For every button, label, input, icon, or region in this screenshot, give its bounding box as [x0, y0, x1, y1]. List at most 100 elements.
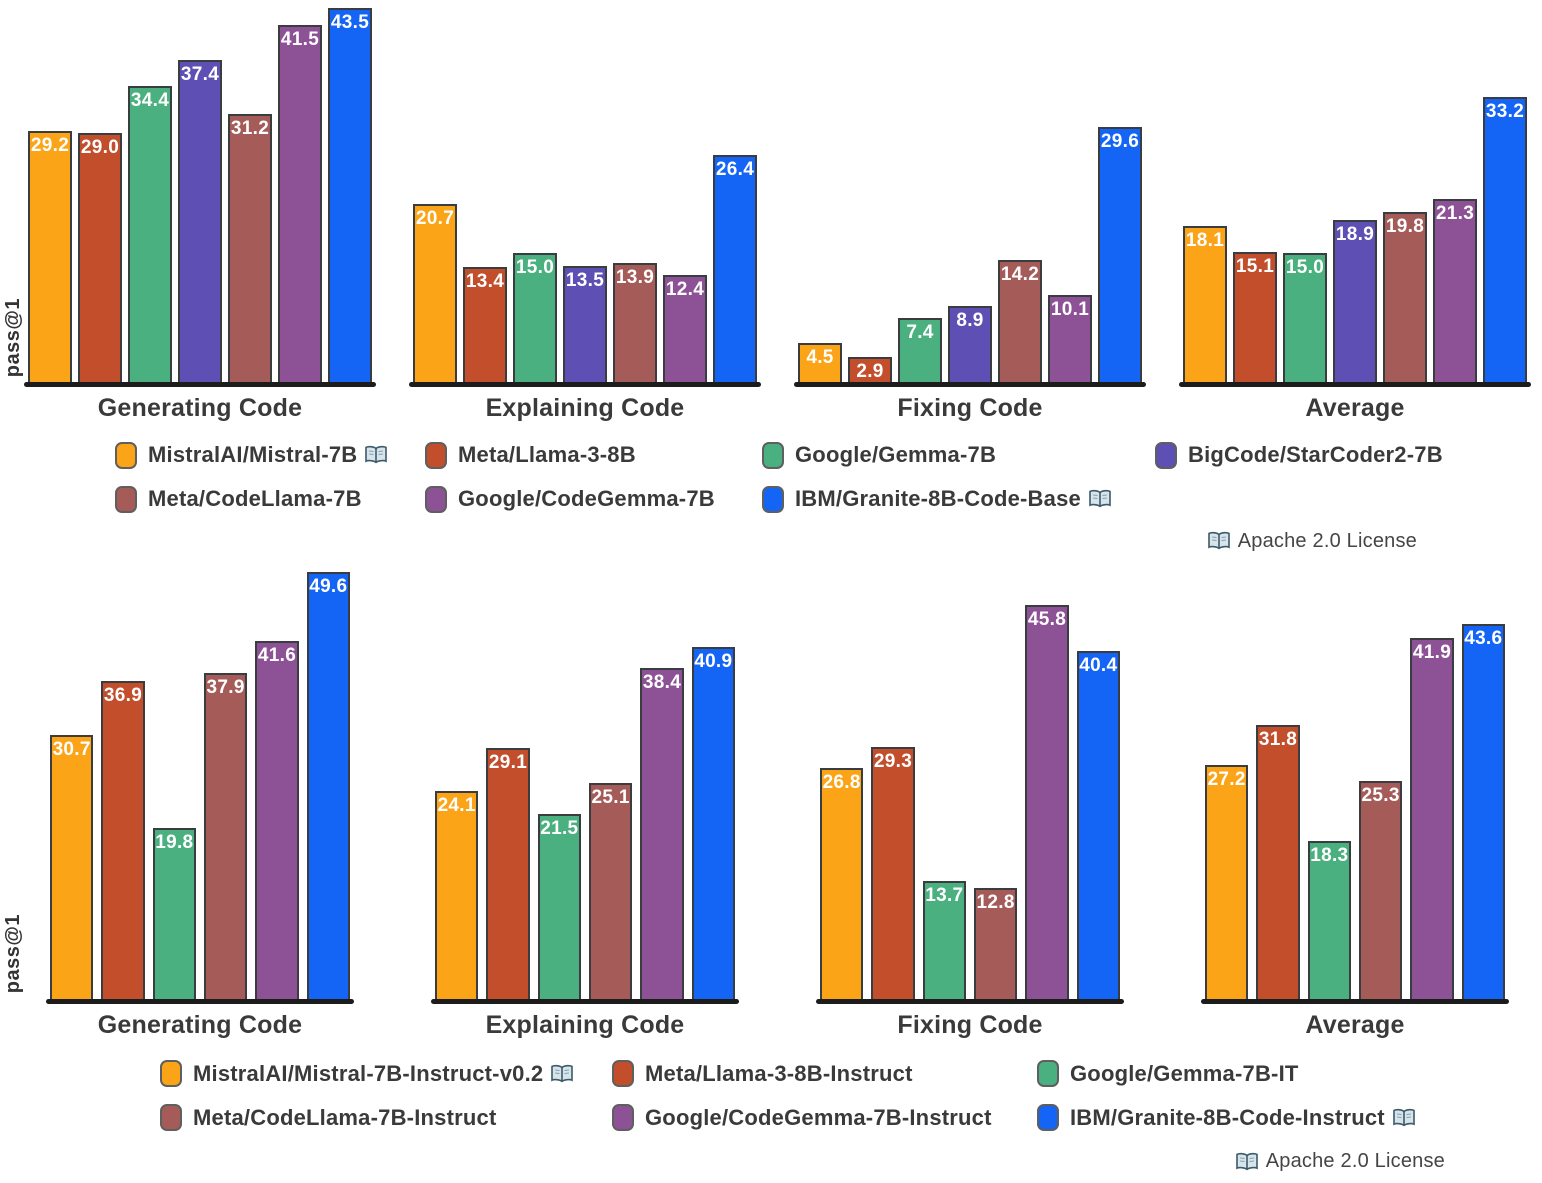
- legend-label: Meta/CodeLlama-7B: [148, 486, 362, 511]
- chart-fixing-code: 26.8 29.3 13.7 12.8 45.8 40.4 Fixing Code: [798, 567, 1142, 1040]
- base-models-panel: pass@1 29.2 29.0 34.4 37.4 31.2 41.5 43.5 Gener…: [0, 0, 1542, 553]
- bar-value-label: 25.3: [1361, 784, 1400, 806]
- legend-item-google-gemma-7b-it: Google/Gemma-7B-IT: [1037, 1060, 1542, 1088]
- legend-swatch: [1037, 1104, 1059, 1131]
- bar-meta-codellama-7b: 19.8: [1383, 211, 1427, 382]
- instruct-charts-row: pass@1 30.7 36.9 19.8 37.9 41.6 49.6 Generatin…: [0, 567, 1542, 1040]
- plot-area-wrap: 27.2 31.8 18.3 25.3 41.9 43.6: [1201, 567, 1509, 1004]
- bar-value-label: 29.6: [1100, 131, 1140, 153]
- bar-meta-codellama-7b-instruct: 12.8: [973, 888, 1018, 999]
- bar-value-label: 26.4: [715, 159, 755, 180]
- bar-google-codegemma-7b-instruct: 41.9: [1410, 638, 1454, 999]
- chart-category-title: Explaining Code: [485, 1010, 685, 1039]
- bar-google-codegemma-7b-instruct: 38.4: [640, 668, 684, 999]
- bar-google-codegemma-7b: 41.5: [278, 25, 322, 382]
- chart-average: 27.2 31.8 18.3 25.3 41.9 43.6 Average: [1183, 567, 1527, 1040]
- plot-area: 20.7 13.4 15.0 13.5 13.9 12.4 26.4: [413, 4, 757, 382]
- bar-google-gemma-7b: 15.0: [1283, 253, 1327, 382]
- bar-value-label: 15.1: [1235, 256, 1275, 278]
- bar-value-label: 8.9: [956, 309, 984, 331]
- bar-mistralai-mistral-7b-instruct-v0-2: 26.8: [820, 768, 864, 999]
- legend-label: Google/Gemma-7B-IT: [1070, 1060, 1299, 1086]
- bar-google-codegemma-7b: 10.1: [1048, 295, 1092, 382]
- instruct-charts: 30.7 36.9 19.8 37.9 41.6 49.6 Generating Code 2…: [28, 567, 1527, 1040]
- x-axis-line: [24, 382, 376, 387]
- bar-value-label: 18.9: [1335, 223, 1375, 245]
- legend-item-google-gemma-7b: Google/Gemma-7B: [762, 441, 1155, 469]
- chart-category-title: Fixing Code: [897, 394, 1043, 422]
- bar-value-label: 4.5: [806, 347, 834, 369]
- bar-value-label: 20.7: [415, 208, 455, 229]
- bar-ibm-granite-8b-code-instruct: 40.9: [691, 646, 735, 999]
- bar-value-label: 19.8: [1385, 215, 1425, 237]
- bar-value-label: 21.3: [1435, 202, 1475, 224]
- bar-value-label: 13.7: [925, 884, 964, 906]
- bar-meta-llama-3-8b: 15.1: [1233, 252, 1277, 382]
- bar-google-gemma-7b-it: 21.5: [537, 813, 581, 999]
- bar-meta-codellama-7b: 14.2: [998, 259, 1042, 382]
- chart-fixing-code: 4.5 2.9 7.4 8.9 14.2 10.1 29.6 Fixing Code: [794, 4, 1146, 423]
- bar-value-label: 34.4: [130, 90, 170, 112]
- legend-label: MistralAI/Mistral-7B: [148, 442, 395, 468]
- instruct-legend: MistralAI/Mistral-7B-Instruct-v0.2 Meta/…: [160, 1060, 1542, 1132]
- bar-google-codegemma-7b-instruct: 41.6: [255, 640, 299, 999]
- plot-area: 24.1 29.1 21.5 25.1 38.4 40.9: [435, 567, 735, 999]
- bar-mistralai-mistral-7b: 29.2: [28, 130, 72, 382]
- bar-meta-codellama-7b-instruct: 25.1: [588, 782, 633, 999]
- bar-value-label: 40.4: [1079, 655, 1118, 677]
- legend-label: Google/CodeGemma-7B: [458, 486, 715, 511]
- legend-label: IBM/Granite-8B-Code-Base: [795, 486, 1119, 512]
- legend-swatch: [612, 1104, 634, 1131]
- bar-value-label: 27.2: [1207, 768, 1246, 790]
- base-charts-row: pass@1 29.2 29.0 34.4 37.4 31.2 41.5 43.5 Gener…: [0, 4, 1542, 423]
- x-axis-line: [431, 998, 739, 1004]
- bar-mistralai-mistral-7b-instruct-v0-2: 24.1: [435, 791, 479, 999]
- legend-swatch: [612, 1060, 634, 1087]
- legend-swatch: [425, 485, 447, 513]
- plot-area-wrap: 18.1 15.1 15.0 18.9 19.8 21.3 33.2: [1179, 4, 1531, 387]
- chart-generating-code: 29.2 29.0 34.4 37.4 31.2 41.5 43.5 Generating C…: [24, 4, 376, 423]
- bar-value-label: 41.5: [280, 29, 320, 51]
- bar-ibm-granite-8b-code-base: 29.6: [1098, 127, 1142, 382]
- bar-value-label: 31.8: [1258, 729, 1298, 750]
- bar-value-label: 19.8: [155, 832, 194, 854]
- bar-mistralai-mistral-7b: 18.1: [1183, 226, 1227, 382]
- legend-item-meta-llama-3-8b: Meta/Llama-3-8B: [425, 441, 762, 469]
- bar-meta-llama-3-8b-instruct: 31.8: [1256, 725, 1300, 999]
- bar-value-label: 43.5: [330, 11, 370, 33]
- bar-value-label: 33.2: [1485, 100, 1525, 122]
- plot-area-wrap: 20.7 13.4 15.0 13.5 13.9 12.4 26.4: [409, 4, 761, 387]
- bar-meta-codellama-7b: 31.2: [228, 113, 272, 382]
- legend-swatch: [160, 1060, 182, 1087]
- y-axis-label: pass@1: [2, 297, 24, 377]
- base-legend: MistralAI/Mistral-7B Meta/Llama-3-8B Goog…: [115, 441, 1542, 513]
- plot-area-wrap: 26.8 29.3 13.7 12.8 45.8 40.4: [816, 567, 1124, 1004]
- bar-meta-llama-3-8b: 29.0: [78, 132, 122, 382]
- bar-bigcode-starcoder2-7b: 18.9: [1333, 219, 1377, 382]
- bar-value-label: 7.4: [906, 322, 934, 344]
- plot-area: 26.8 29.3 13.7 12.8 45.8 40.4: [820, 567, 1120, 999]
- legend-item-bigcode-starcoder2-7b: BigCode/StarCoder2-7B: [1155, 441, 1542, 469]
- bar-ibm-granite-8b-code-base: 33.2: [1483, 96, 1527, 382]
- legend-swatch: [115, 485, 137, 513]
- bar-ibm-granite-8b-code-base: 26.4: [713, 155, 757, 382]
- bar-value-label: 13.5: [565, 269, 605, 291]
- chart-category-title: Generating Code: [97, 394, 303, 422]
- legend-swatch: [1155, 441, 1177, 469]
- bar-meta-codellama-7b: 13.9: [613, 262, 657, 382]
- bar-value-label: 40.9: [694, 650, 733, 672]
- chart-average: 18.1 15.1 15.0 18.9 19.8 21.3 33.2 Average: [1179, 4, 1531, 423]
- legend-swatch: [762, 485, 784, 513]
- legend-swatch: [160, 1104, 182, 1131]
- legend-label: MistralAI/Mistral-7B-Instruct-v0.2: [193, 1061, 581, 1087]
- legend-swatch: [1037, 1060, 1059, 1087]
- bar-google-gemma-7b: 15.0: [513, 253, 557, 382]
- y-axis-label: pass@1: [2, 914, 24, 994]
- legend-label: BigCode/StarCoder2-7B: [1188, 442, 1443, 467]
- license-note: Apache 2.0 License: [0, 1145, 1445, 1174]
- bar-value-label: 38.4: [642, 672, 682, 694]
- bar-value-label: 13.9: [615, 266, 655, 288]
- bar-value-label: 26.8: [822, 772, 861, 793]
- x-axis-line: [1179, 382, 1531, 387]
